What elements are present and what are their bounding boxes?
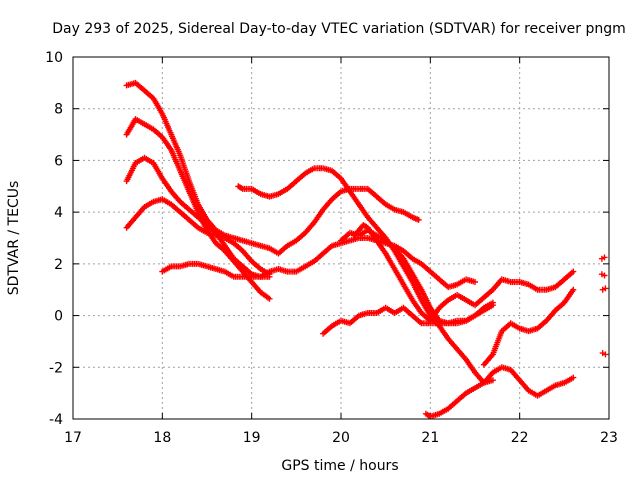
y-tick-label: 6	[54, 153, 63, 169]
data-point	[489, 377, 496, 384]
data-point	[415, 216, 422, 223]
y-tick-label: 10	[45, 50, 63, 66]
series-10	[480, 286, 577, 368]
data-point	[472, 279, 478, 285]
x-tick-label: 21	[421, 430, 439, 446]
x-tick-label: 23	[600, 430, 618, 446]
y-tick-label: 4	[54, 205, 63, 221]
plot-frame	[72, 56, 610, 420]
data-point	[570, 374, 577, 381]
y-axis: -4 -2 0 2 4 6 8 10	[45, 50, 609, 428]
x-axis: 17 18 19 20 21 22 23	[64, 57, 618, 446]
series-2	[123, 116, 273, 302]
chart-title: Day 293 of 2025, Sidereal Day-to-day VTE…	[52, 21, 626, 37]
y-tick-label: 0	[54, 309, 63, 325]
data-series	[123, 79, 609, 420]
y-tick-label: -4	[49, 412, 63, 428]
data-point	[601, 272, 608, 279]
series-4	[123, 196, 273, 278]
x-tick-label: 17	[64, 430, 82, 446]
y-tick-label: 8	[54, 102, 63, 118]
series-11	[422, 364, 577, 420]
x-tick-label: 20	[332, 430, 350, 446]
series-8	[338, 227, 496, 327]
gridlines	[73, 57, 609, 419]
x-axis-label: GPS time / hours	[281, 458, 398, 474]
data-point	[602, 351, 609, 358]
x-tick-label: 22	[511, 430, 529, 446]
data-point	[266, 295, 273, 302]
series-1	[123, 79, 422, 257]
series-6	[235, 165, 496, 386]
x-tick-label: 19	[243, 430, 261, 446]
y-tick-label: 2	[54, 257, 63, 273]
data-point	[489, 302, 496, 309]
y-tick-label: -2	[49, 360, 63, 376]
y-axis-label: SDTVAR / TECUs	[6, 181, 22, 296]
series-9	[351, 222, 577, 324]
series-12	[598, 254, 609, 358]
series-5	[159, 235, 478, 291]
x-tick-label: 18	[153, 430, 171, 446]
data-point	[601, 254, 608, 261]
data-point	[570, 268, 577, 275]
data-point	[602, 285, 609, 292]
data-point	[570, 286, 577, 293]
